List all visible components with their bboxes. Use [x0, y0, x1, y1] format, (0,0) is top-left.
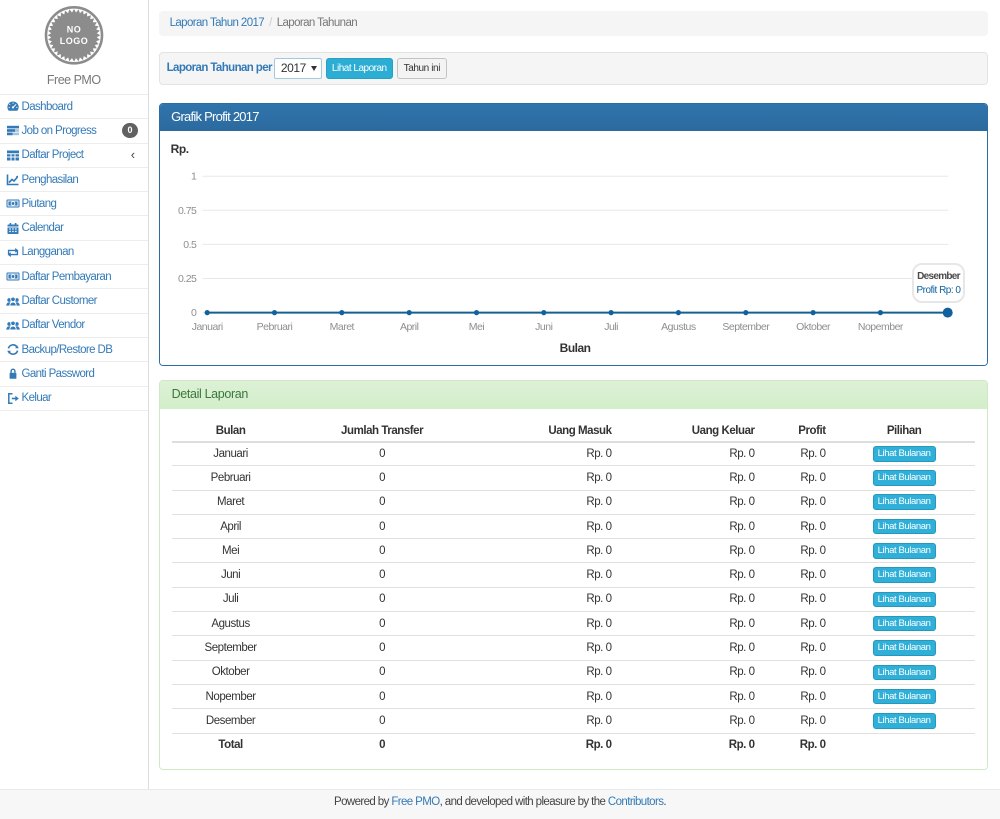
svg-text:Pebruari: Pebruari	[256, 321, 292, 333]
svg-text:Agustus: Agustus	[661, 321, 696, 333]
svg-text:0.5: 0.5	[183, 238, 197, 250]
svg-text:Nopember: Nopember	[857, 321, 903, 333]
svg-text:September: September	[722, 321, 770, 333]
svg-text:0: 0	[191, 307, 197, 319]
svg-text:NO: NO	[67, 24, 82, 34]
svg-text:Mei: Mei	[468, 321, 484, 333]
svg-text:0.25: 0.25	[178, 273, 197, 285]
svg-text:April: April	[400, 321, 419, 333]
svg-text:Januari: Januari	[191, 321, 222, 333]
svg-text:LOGO: LOGO	[60, 36, 89, 46]
svg-text:0.75: 0.75	[178, 204, 197, 216]
svg-text:Maret: Maret	[329, 321, 354, 333]
svg-text:Juni: Juni	[535, 321, 552, 333]
svg-text:Juli: Juli	[604, 321, 618, 333]
svg-text:Oktober: Oktober	[796, 321, 831, 333]
svg-text:1: 1	[191, 170, 197, 182]
